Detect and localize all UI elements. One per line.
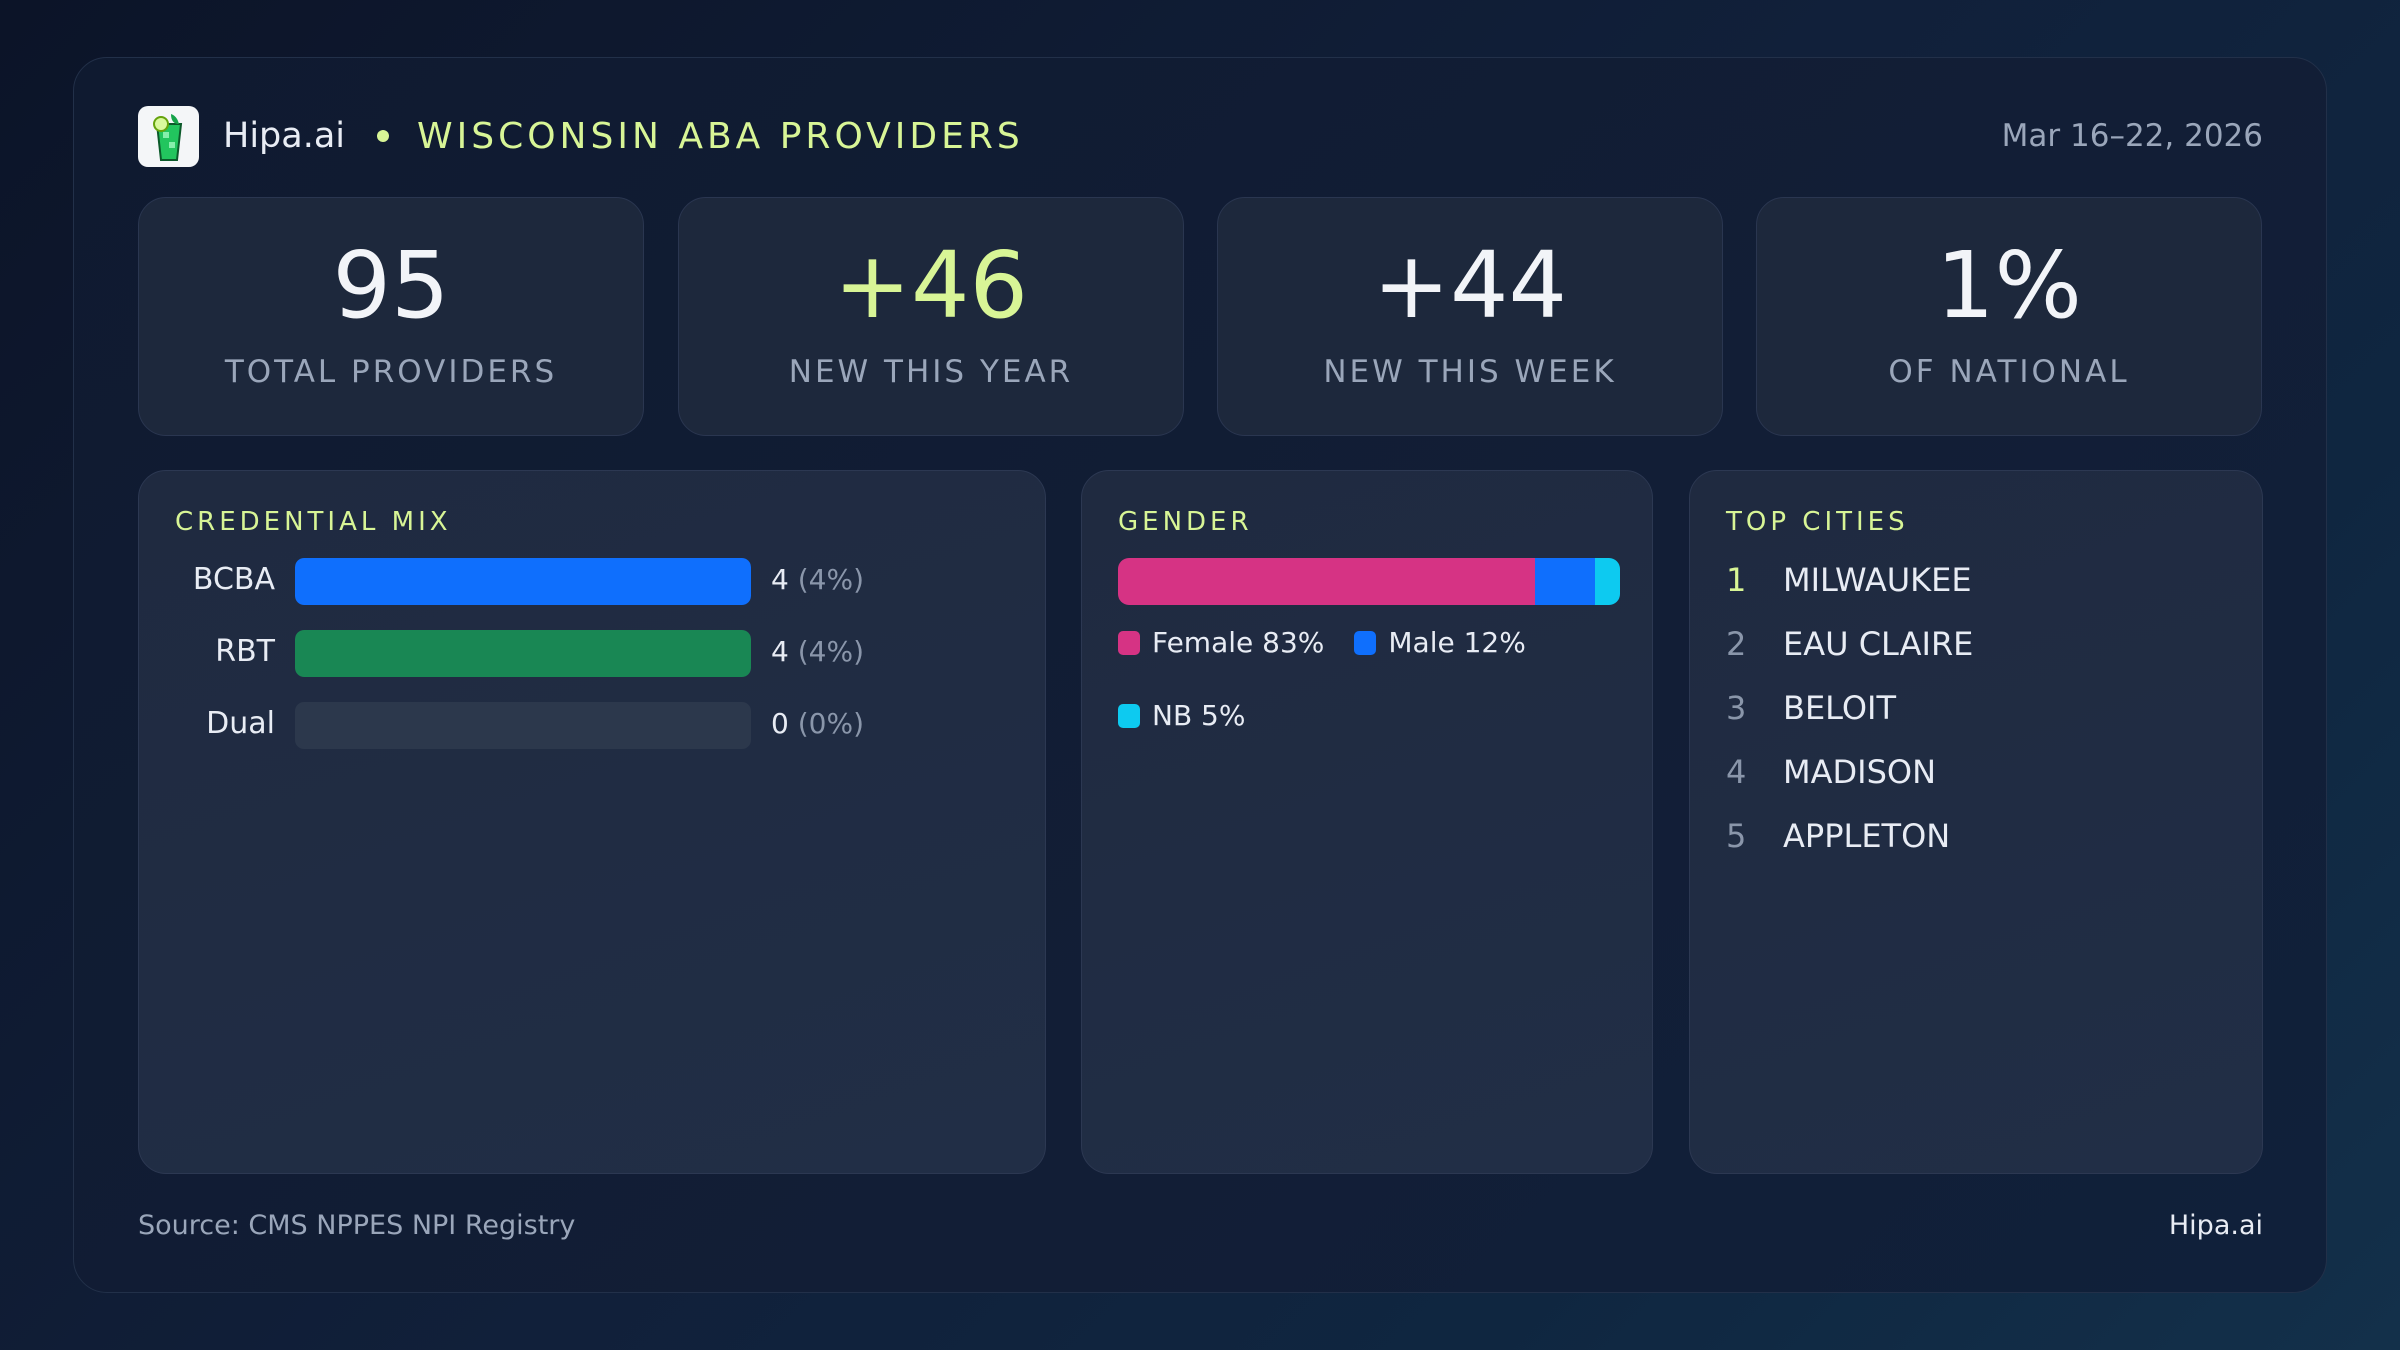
stat-label: NEW THIS WEEK: [1323, 354, 1617, 390]
legend-item: NB 5%: [1118, 699, 1578, 732]
mojito-glass-icon: [138, 105, 199, 167]
credential-count: 4: [771, 563, 789, 596]
gender-segment: [1534, 558, 1595, 605]
city-rank: 1: [1726, 561, 1747, 599]
date-range: Mar 16–22, 2026: [2001, 118, 2263, 154]
credential-pct: (4%): [797, 563, 865, 596]
legend-label: Male 12%: [1388, 626, 1526, 659]
stat-new-this-week: +44 NEW THIS WEEK: [1217, 197, 1723, 436]
panel-title: TOP CITIES: [1726, 507, 1909, 537]
credential-bar-fill: [295, 558, 751, 605]
city-rank: 2: [1726, 625, 1747, 663]
page-title: WISCONSIN ABA PROVIDERS: [417, 115, 1024, 157]
credential-label: Dual: [206, 706, 275, 741]
legend-label: Female 83%: [1152, 626, 1325, 659]
legend-item: Male 12%: [1354, 626, 1526, 659]
city-list-item: 5 APPLETON: [1726, 817, 1950, 855]
stat-value: +44: [1372, 232, 1568, 339]
credential-bar-track: [295, 630, 751, 677]
stat-value: 95: [332, 232, 450, 339]
gender-stacked-bar: [1118, 558, 1620, 605]
credential-pct: (4%): [797, 635, 865, 668]
city-rank: 3: [1726, 689, 1747, 727]
legend-swatch: [1118, 630, 1140, 655]
source-note: Source: CMS NPPES NPI Registry: [138, 1210, 576, 1241]
credential-value: 4 (4%): [771, 563, 864, 596]
header: Hipa.ai WISCONSIN ABA PROVIDERS Mar 16–2…: [138, 105, 2263, 167]
top-cities-panel: TOP CITIES 1 MILWAUKEE 2 EAU CLAIRE 3 BELOIT 4…: [1689, 470, 2263, 1174]
credential-row: BCBA 4 (4%): [139, 558, 1045, 605]
stat-of-national: 1% OF NATIONAL: [1756, 197, 2262, 436]
panel-title: GENDER: [1118, 507, 1253, 537]
credential-value: 0 (0%): [771, 707, 864, 740]
gender-segment: [1118, 558, 1535, 605]
legend-item: Female 83%: [1118, 626, 1324, 659]
stat-value: +46: [833, 232, 1029, 339]
credential-count: 4: [771, 635, 789, 668]
city-name: APPLETON: [1783, 817, 1951, 855]
credential-pct: (0%): [797, 707, 865, 740]
gender-legend: Female 83% Male 12% NB 5%: [1118, 626, 1578, 732]
city-list-item: 2 EAU CLAIRE: [1726, 625, 1973, 663]
stat-value: 1%: [1936, 232, 2082, 339]
credential-bar-track: [295, 702, 751, 749]
credential-row: Dual 0 (0%): [139, 702, 1045, 749]
stat-new-this-year: +46 NEW THIS YEAR: [678, 197, 1184, 436]
stat-label: NEW THIS YEAR: [788, 354, 1074, 390]
city-name: BELOIT: [1783, 689, 1897, 727]
credential-bar-fill: [295, 630, 751, 677]
panel-title: CREDENTIAL MIX: [175, 507, 452, 537]
credential-mix-panel: CREDENTIAL MIX BCBA 4 (4%) RBT 4 (4%) Dual…: [138, 470, 1046, 1174]
gender-panel: GENDER Female 83% Male 12% NB 5%: [1081, 470, 1653, 1174]
city-name: EAU CLAIRE: [1783, 625, 1974, 663]
credential-row: RBT 4 (4%): [139, 630, 1045, 677]
credential-bar-track: [295, 558, 751, 605]
city-rank: 5: [1726, 817, 1747, 855]
credential-label: RBT: [215, 634, 275, 669]
city-name: MADISON: [1783, 753, 1937, 791]
city-list-item: 3 BELOIT: [1726, 689, 1896, 727]
footer-brand: Hipa.ai: [2168, 1210, 2263, 1241]
legend-swatch: [1118, 703, 1140, 728]
city-list-item: 4 MADISON: [1726, 753, 1936, 791]
legend-swatch: [1354, 630, 1377, 655]
legend-label: NB 5%: [1152, 699, 1246, 732]
gender-segment: [1594, 558, 1620, 605]
stat-label: TOTAL PROVIDERS: [224, 354, 558, 390]
city-name: MILWAUKEE: [1783, 561, 1972, 599]
stat-label: OF NATIONAL: [1888, 354, 2130, 390]
stat-total-providers: 95 TOTAL PROVIDERS: [138, 197, 644, 436]
separator-dot: [377, 130, 390, 142]
brand-name: Hipa.ai: [223, 116, 346, 156]
credential-count: 0: [771, 707, 789, 740]
credential-label: BCBA: [192, 562, 275, 597]
city-rank: 4: [1726, 753, 1747, 791]
credential-value: 4 (4%): [771, 635, 864, 668]
city-list-item: 1 MILWAUKEE: [1726, 561, 1972, 599]
